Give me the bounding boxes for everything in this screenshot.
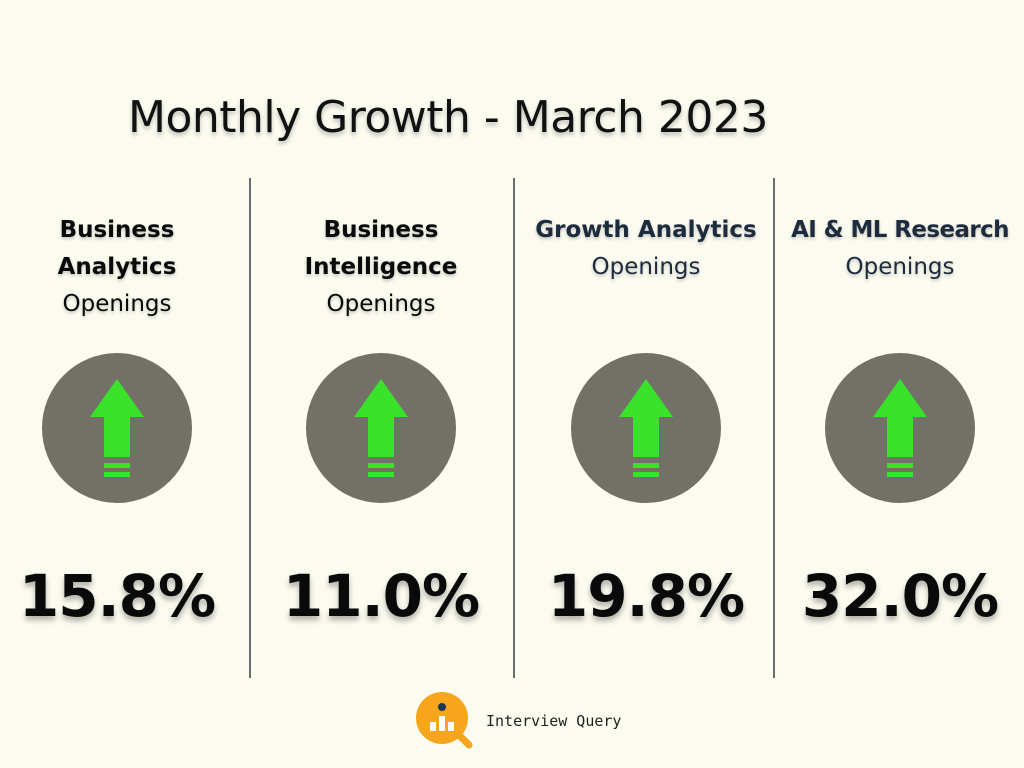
metric-sublabel: Openings (591, 254, 701, 280)
metric-label: Business Intelligence Openings (251, 212, 511, 332)
magnifier-chart-icon (416, 692, 473, 749)
metric-label: Growth Analytics Openings (516, 212, 776, 332)
metric-name: AI & ML Research (791, 217, 1009, 243)
up-arrow-icon (90, 379, 144, 477)
metric-value: 32.0% (801, 562, 999, 630)
brand-footer: Interview Query (416, 692, 622, 749)
metric-card-business-intelligence: Business Intelligence Openings 11.0% (251, 212, 511, 632)
trend-circle (42, 353, 192, 503)
metric-label: AI & ML Research Openings (770, 212, 1024, 332)
column-divider-3 (773, 178, 775, 678)
column-divider-2 (513, 178, 515, 678)
trend-circle (571, 353, 721, 503)
metric-card-ai-ml-research: AI & ML Research Openings 32.0% (770, 212, 1024, 632)
metric-card-growth-analytics: Growth Analytics Openings 19.8% (516, 212, 776, 632)
metric-name: Business Analytics (57, 217, 177, 280)
metric-value: 11.0% (282, 562, 480, 630)
up-arrow-icon (873, 379, 927, 477)
metric-sublabel: Openings (62, 291, 172, 317)
metric-name: Business Intelligence (304, 217, 458, 280)
metric-sublabel: Openings (326, 291, 436, 317)
metric-name: Growth Analytics (535, 217, 757, 243)
up-arrow-icon (619, 379, 673, 477)
trend-circle (825, 353, 975, 503)
page-title: Monthly Growth - March 2023 (128, 92, 768, 143)
up-arrow-icon (354, 379, 408, 477)
metric-value: 19.8% (547, 562, 745, 630)
column-divider-1 (249, 178, 251, 678)
trend-circle (306, 353, 456, 503)
metric-card-business-analytics: Business Analytics Openings 15.8% (0, 212, 247, 632)
metric-sublabel: Openings (845, 254, 955, 280)
metric-label: Business Analytics Openings (0, 212, 247, 332)
metric-value: 15.8% (18, 562, 216, 630)
brand-name: Interview Query (486, 712, 622, 730)
